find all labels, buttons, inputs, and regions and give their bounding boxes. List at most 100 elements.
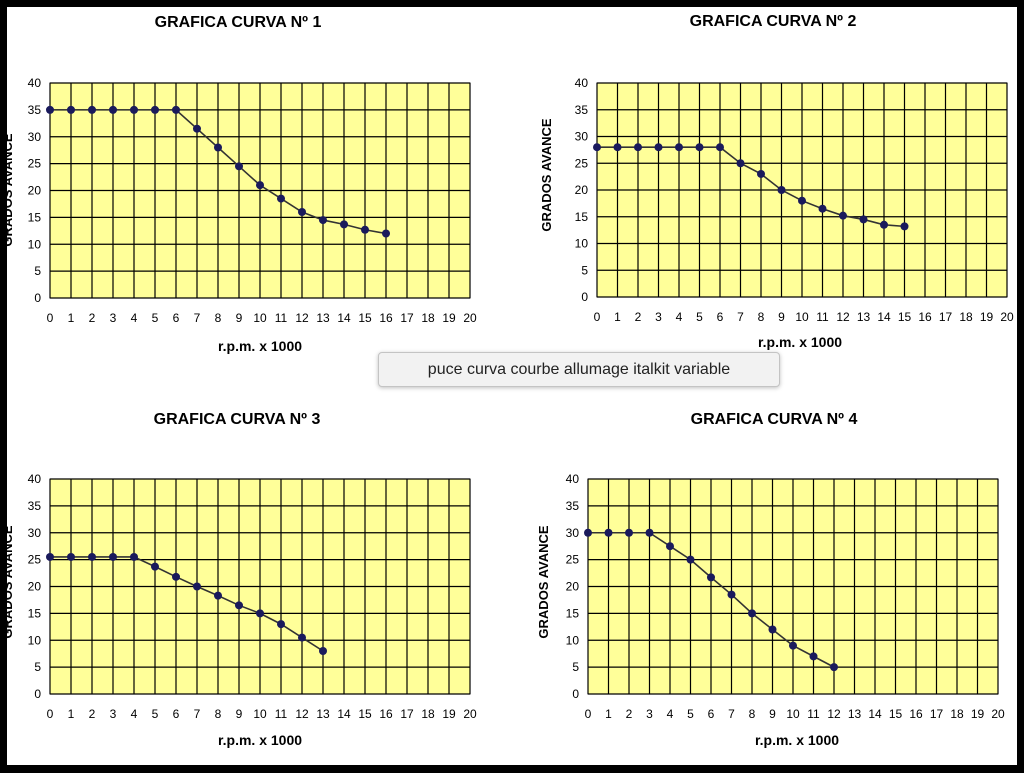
x-tick-label: 17 (939, 310, 953, 324)
y-tick-label: 15 (28, 210, 42, 224)
x-tick-label: 17 (400, 707, 414, 721)
x-tick-label: 16 (918, 310, 932, 324)
x-tick-label: 9 (778, 310, 785, 324)
y-tick-label: 35 (566, 499, 580, 513)
x-axis-label: r.p.m. x 1000 (218, 338, 302, 354)
x-tick-label: 8 (215, 311, 222, 325)
data-point (900, 222, 909, 231)
data-point (151, 105, 159, 114)
y-tick-label: 20 (28, 580, 42, 594)
x-tick-label: 10 (795, 310, 809, 324)
x-tick-label: 13 (316, 311, 330, 325)
x-tick-label: 9 (236, 311, 243, 325)
y-tick-label: 40 (566, 472, 580, 486)
data-point (707, 573, 715, 582)
x-axis-label: r.p.m. x 1000 (218, 732, 302, 748)
x-tick-label: 19 (971, 707, 985, 721)
y-tick-label: 5 (34, 264, 41, 278)
x-tick-label: 20 (1000, 310, 1014, 324)
data-point (654, 143, 663, 152)
x-tick-label: 7 (194, 311, 201, 325)
y-tick-label: 25 (28, 553, 42, 567)
x-tick-label: 20 (463, 707, 477, 721)
x-tick-label: 1 (614, 310, 621, 324)
x-tick-label: 6 (717, 310, 724, 324)
x-tick-label: 8 (749, 707, 756, 721)
data-point (880, 220, 888, 229)
data-point (818, 204, 827, 213)
x-tick-label: 18 (959, 310, 973, 324)
x-tick-label: 3 (110, 311, 117, 325)
x-tick-label: 19 (980, 310, 994, 324)
tooltip: puce curva courbe allumage italkit varia… (378, 352, 780, 387)
data-point (593, 143, 601, 152)
y-tick-label: 10 (28, 633, 42, 647)
x-tick-label: 19 (442, 707, 456, 721)
data-point (809, 652, 818, 661)
chart-3: 0 1 2 3 4 5 6 7 8 9 10 11 12 13 14 15 16 17 18 19 2005101520… (0, 411, 477, 748)
data-point (298, 208, 306, 216)
x-tick-label: 9 (769, 707, 776, 721)
data-point (67, 105, 75, 114)
y-tick-label: 0 (34, 291, 41, 305)
x-tick-label: 20 (991, 707, 1005, 721)
data-point (235, 162, 243, 171)
x-tick-label: 10 (786, 707, 800, 721)
data-point (716, 143, 724, 152)
y-tick-label: 35 (28, 499, 42, 513)
y-tick-label: 0 (581, 290, 588, 304)
x-tick-label: 6 (708, 707, 715, 721)
y-tick-label: 15 (566, 606, 580, 620)
data-point (298, 633, 306, 642)
data-point (613, 143, 622, 152)
data-point (777, 186, 786, 194)
x-tick-label: 6 (173, 707, 180, 721)
x-tick-label: 12 (295, 707, 309, 721)
y-tick-label: 20 (28, 184, 42, 198)
series-line (597, 146, 905, 228)
y-tick-label: 20 (566, 580, 580, 594)
x-tick-label: 12 (295, 311, 309, 325)
y-tick-label: 15 (575, 210, 589, 224)
x-tick-label: 2 (635, 310, 642, 324)
chart-title: GRAFICA CURVA Nº 2 (690, 13, 857, 30)
data-point (830, 663, 838, 672)
data-point (46, 552, 54, 561)
y-tick-label: 35 (575, 103, 589, 117)
tooltip-text: puce curva courbe allumage italkit varia… (427, 360, 731, 378)
x-tick-label: 20 (463, 311, 477, 325)
x-tick-label: 2 (626, 707, 633, 721)
x-tick-label: 0 (47, 707, 54, 721)
y-tick-label: 25 (28, 157, 42, 171)
data-point (151, 562, 159, 571)
y-axis-label: GRADOS AVANCE (0, 133, 15, 246)
data-point (382, 229, 390, 238)
chart-4: 0 1 2 3 4 5 6 7 8 9 10 11 12 13 14 15 16 17 18 19 2005101520… (536, 411, 1005, 748)
data-point (859, 215, 868, 224)
data-point (172, 105, 180, 114)
x-tick-label: 6 (173, 311, 180, 325)
x-tick-label: 15 (898, 310, 912, 324)
x-tick-label: 1 (68, 707, 75, 721)
x-tick-label: 18 (421, 707, 435, 721)
data-point (256, 181, 264, 190)
x-tick-label: 16 (909, 707, 923, 721)
y-axis-label: GRADOS AVANCE (0, 525, 15, 638)
data-point (839, 211, 847, 220)
y-axis-label: GRADOS AVANCE (539, 118, 554, 231)
data-point (109, 105, 117, 114)
x-tick-label: 4 (131, 311, 138, 325)
data-point (727, 590, 736, 599)
x-tick-label: 12 (836, 310, 850, 324)
x-tick-label: 9 (236, 707, 243, 721)
x-tick-label: 3 (110, 707, 117, 721)
data-point (214, 143, 222, 152)
chart-title: GRAFICA CURVA Nº 1 (155, 14, 322, 31)
x-tick-label: 15 (358, 311, 372, 325)
x-tick-label: 5 (152, 707, 159, 721)
data-point (319, 216, 327, 225)
data-point (604, 528, 613, 537)
data-point (736, 159, 745, 168)
data-point (130, 105, 138, 114)
data-point (277, 194, 285, 203)
